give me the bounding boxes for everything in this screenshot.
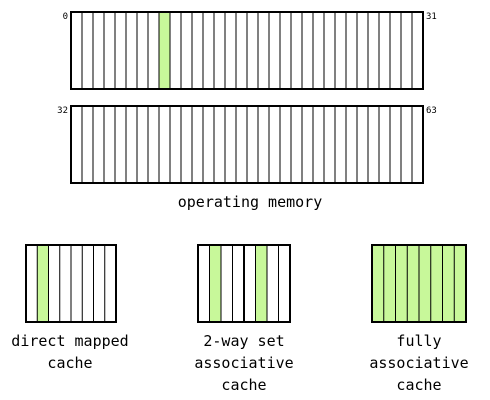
- direct-mapped-cache: [25, 244, 117, 323]
- two-way-set-associative-cache: [197, 244, 291, 323]
- memory-row-2-end-label: 63: [426, 106, 437, 116]
- memory-caption: operating memory: [178, 193, 323, 211]
- direct-mapped-caption-line-2: cache: [47, 354, 92, 372]
- fully-assoc-caption-line-1: fully: [396, 332, 441, 350]
- two-way-set-slot-highlighted-5: [255, 245, 267, 322]
- memory-row-1-outline: [70, 11, 424, 90]
- memory-row-0-31: [70, 11, 424, 90]
- memory-row-32-63: [70, 105, 424, 184]
- fully-associative-slot-highlighted-2: [395, 245, 408, 322]
- two-way-set-outline: [197, 244, 291, 323]
- memory-row-1-start-label: 0: [63, 12, 68, 22]
- fully-associative-cache: [371, 244, 467, 323]
- fully-associative-slot-highlighted-4: [419, 245, 431, 322]
- direct-mapped-caption-line-1: direct mapped: [11, 332, 128, 350]
- memory-row-1-slot-highlighted-8: [159, 12, 170, 89]
- memory-row-2-start-label: 32: [57, 106, 68, 116]
- fully-associative-slot-highlighted-5: [430, 245, 443, 322]
- two-way-caption-line-2: associative: [194, 354, 293, 372]
- memory-row-1-end-label: 31: [426, 12, 437, 22]
- fully-assoc-caption-line-2: associative: [369, 354, 468, 372]
- fully-associative-outline: [371, 244, 467, 323]
- fully-associative-slot-highlighted-6: [442, 245, 455, 322]
- fully-associative-slot-highlighted-7: [454, 245, 466, 322]
- direct-mapped-outline: [25, 244, 117, 323]
- two-way-caption-line-1: 2-way set: [203, 332, 284, 350]
- fully-associative-slot-highlighted-0: [372, 245, 384, 322]
- fully-associative-slot-highlighted-3: [407, 245, 419, 322]
- memory-row-2-outline: [70, 105, 424, 184]
- two-way-caption-line-3: cache: [221, 376, 266, 394]
- direct-mapped-slot-highlighted-1: [37, 245, 49, 322]
- two-way-set-slot-highlighted-1: [209, 245, 221, 322]
- fully-associative-slot-highlighted-1: [383, 245, 396, 322]
- fully-assoc-caption-line-3: cache: [396, 376, 441, 394]
